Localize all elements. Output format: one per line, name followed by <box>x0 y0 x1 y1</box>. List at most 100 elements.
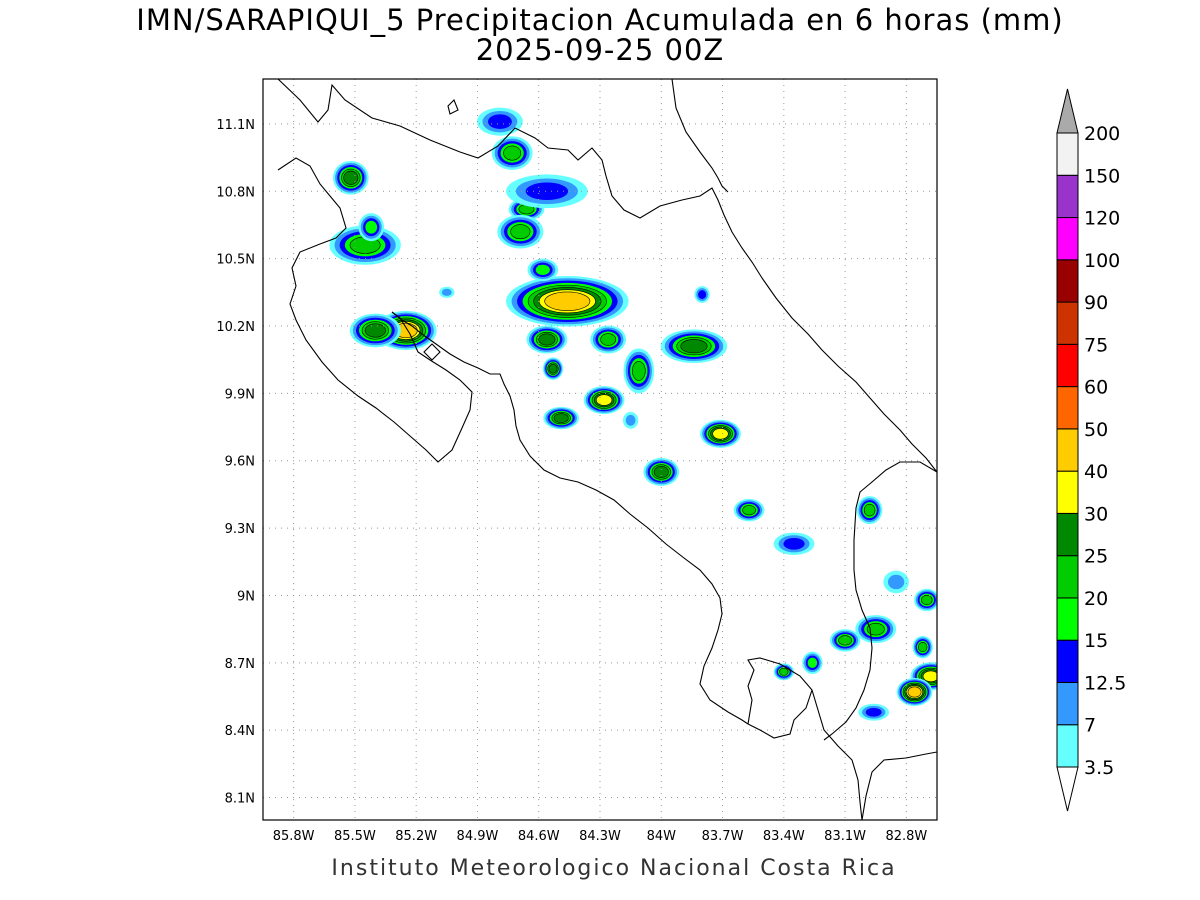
contour-level-3 <box>365 220 378 234</box>
contour-level-7 <box>544 291 591 311</box>
colorbar-swatch <box>1056 259 1079 303</box>
rain-cell <box>773 663 795 681</box>
colorbar-label: 12.5 <box>1084 672 1126 694</box>
lat-tick-label: 9.3N <box>225 522 255 537</box>
colorbar-label: 30 <box>1084 503 1108 525</box>
contour-level-4 <box>742 505 756 516</box>
contour-level-3 <box>807 657 818 668</box>
contour-level-5 <box>680 339 708 354</box>
contour-level-6 <box>712 428 729 440</box>
map-frame <box>262 78 938 821</box>
lat-tick-label: 9.9N <box>225 387 255 402</box>
contour-level-5 <box>653 466 669 478</box>
colorbar-label: 3.5 <box>1084 757 1114 779</box>
contour-level-1 <box>887 574 905 590</box>
contour-level-4 <box>921 594 933 606</box>
contour-level-2 <box>698 290 707 299</box>
lat-tick-label: 11.1N <box>216 118 255 133</box>
nicaragua-coast-north <box>671 79 729 193</box>
rain-cell <box>896 677 933 707</box>
lon-tick-label: 84.6W <box>518 829 560 844</box>
lat-lon-grid <box>263 79 937 820</box>
contour-level-2 <box>865 707 882 717</box>
rain-cell <box>802 651 823 675</box>
colorbar-label: 200 <box>1084 123 1120 145</box>
colorbar-label: 40 <box>1084 461 1108 483</box>
colorbar-over-arrow <box>1056 88 1079 134</box>
map-valid-time: 2025-09-25 00Z <box>475 33 725 67</box>
colorbar-label: 25 <box>1084 546 1108 568</box>
contour-level-4 <box>510 224 531 240</box>
lat-tick-label: 9.6N <box>225 455 255 470</box>
gulf-nicoya <box>391 311 749 725</box>
rain-cell <box>700 419 741 448</box>
lon-tick-label: 83.1W <box>824 829 866 844</box>
rain-cell <box>912 635 933 659</box>
contour-level-6 <box>922 670 937 682</box>
colorbar-label: 60 <box>1084 377 1108 399</box>
nicaragua-lake-fragment <box>447 99 459 115</box>
lake-island <box>423 343 441 361</box>
rain-cell <box>829 629 861 652</box>
rain-cell <box>883 570 909 594</box>
colorbar-swatch <box>1056 555 1079 599</box>
colorbar-swatch <box>1056 597 1079 641</box>
colorbar-label: 20 <box>1084 588 1108 610</box>
contour-level-1 <box>625 414 636 426</box>
lon-tick-label: 82.8W <box>885 829 927 844</box>
colorbar-swatch <box>1056 428 1079 472</box>
contour-level-5 <box>364 323 386 338</box>
colorbar-swatch <box>1056 386 1079 430</box>
colorbar-label: 90 <box>1084 292 1108 314</box>
longitude-labels: 85.8W 85.5W 85.2W 84.9W 84.6W 84.3W 84W 83.7W 83… <box>273 829 928 844</box>
golfo-dulce-coast <box>811 689 863 820</box>
rain-cell <box>660 329 728 364</box>
rain-cell <box>497 214 544 249</box>
rain-cell <box>542 357 564 380</box>
lon-tick-label: 84.9W <box>457 829 499 844</box>
rain-field <box>329 107 937 721</box>
lat-tick-label: 8.7N <box>225 657 255 672</box>
contour-level-5 <box>553 413 569 423</box>
credit-text: Instituto Meteorologico Nacional Costa R… <box>331 856 897 881</box>
caribbean-coast <box>605 175 937 473</box>
colorbar-swatch <box>1056 343 1079 388</box>
precipitation-colorbar: 3.5 7 12.5 15 20 25 30 40 50 60 75 90 100 120 150 200 <box>1056 88 1126 812</box>
contour-level-4 <box>632 361 646 381</box>
contour-level-2 <box>783 537 805 550</box>
rain-cell <box>439 286 455 298</box>
osa-peninsula <box>747 657 813 739</box>
colorbar-label: 50 <box>1084 419 1108 441</box>
rain-cell <box>858 703 890 721</box>
nicaragua-border <box>277 79 607 177</box>
contour-level-4 <box>600 333 617 346</box>
map-title: IMN/SARAPIQUI_5 Precipitacion Acumulada … <box>136 3 1064 37</box>
colorbar-swatch <box>1056 512 1079 557</box>
lon-tick-label: 84W <box>647 829 677 844</box>
contour-level-5 <box>343 170 359 185</box>
lat-tick-label: 8.4N <box>225 724 255 739</box>
rain-cell <box>526 325 568 354</box>
lon-tick-label: 83.7W <box>702 829 744 844</box>
lon-tick-label: 85.8W <box>273 829 315 844</box>
coastline <box>277 79 937 820</box>
contour-level-4 <box>779 667 789 676</box>
colorbar-label: 120 <box>1084 208 1120 230</box>
lat-tick-label: 9N <box>237 589 255 604</box>
rain-cell <box>694 286 710 303</box>
colorbar-swatch <box>1056 174 1079 219</box>
rain-cell <box>476 107 523 136</box>
colorbar-swatch <box>1056 724 1079 768</box>
contour-level-1 <box>441 288 452 296</box>
contour-level-3 <box>535 264 550 276</box>
rain-cell <box>506 276 629 327</box>
lon-tick-label: 83.4W <box>763 829 805 844</box>
colorbar-swatch <box>1056 470 1079 514</box>
colorbar-swatch <box>1056 639 1079 683</box>
pacific-coast-nicoya <box>277 157 473 463</box>
contour-level-6 <box>595 394 613 406</box>
contour-level-4 <box>503 145 522 161</box>
colorbar-label: 7 <box>1084 715 1096 737</box>
rain-cell <box>527 258 559 282</box>
